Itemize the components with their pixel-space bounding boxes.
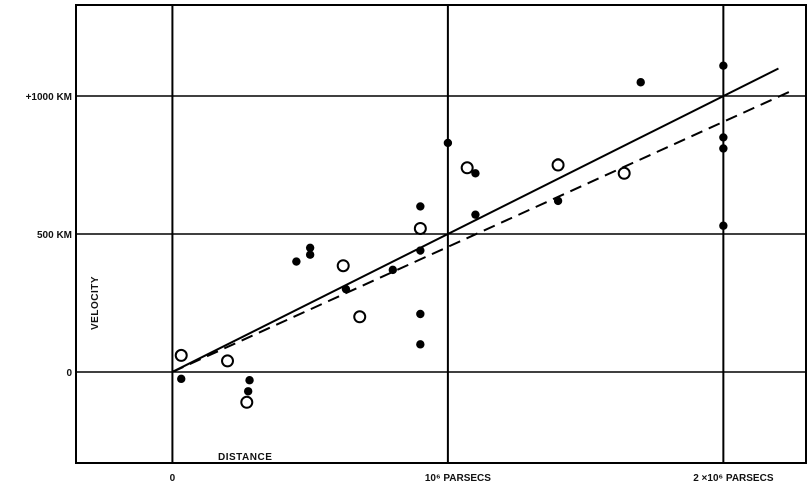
fit-line-dashed bbox=[172, 89, 793, 373]
y-tick-label: 500 KM bbox=[37, 230, 72, 241]
data-point-filled bbox=[243, 387, 253, 396]
data-point-filled bbox=[245, 376, 254, 385]
data-point-open bbox=[221, 354, 235, 368]
data-points bbox=[174, 61, 728, 409]
data-point-filled bbox=[443, 138, 453, 148]
plot-frame bbox=[75, 4, 807, 464]
data-point-filled bbox=[719, 61, 728, 70]
data-point-filled bbox=[305, 243, 315, 252]
data-point-filled bbox=[416, 246, 425, 255]
y-tick-label: 0 bbox=[66, 368, 72, 379]
data-point-open bbox=[551, 158, 565, 172]
data-point-filled bbox=[292, 257, 301, 266]
data-point-filled bbox=[636, 78, 645, 87]
data-point-filled bbox=[416, 340, 425, 349]
data-point-filled bbox=[719, 144, 728, 153]
data-point-filled bbox=[177, 374, 186, 384]
fit-line-solid bbox=[171, 67, 779, 373]
tick-labels: 0 10⁶ PARSECS 2 ×10⁶ PARSECS 0 500 KM +1000 K… bbox=[26, 92, 774, 484]
grid-lines bbox=[76, 5, 806, 463]
data-point-open bbox=[413, 221, 427, 235]
data-point-open bbox=[174, 348, 188, 362]
data-point-open bbox=[460, 161, 474, 175]
data-point-filled bbox=[416, 202, 425, 211]
y-axis-label: VELOCITY bbox=[90, 276, 101, 330]
data-point-filled bbox=[341, 284, 351, 294]
data-point-filled bbox=[719, 133, 728, 142]
data-point-open bbox=[336, 259, 350, 273]
data-point-open bbox=[353, 310, 367, 324]
x-axis-label: DISTANCE bbox=[218, 452, 272, 463]
data-point-filled bbox=[305, 250, 315, 259]
x-tick-label: 2 ×10⁶ PARSECS bbox=[693, 473, 774, 484]
data-point-open bbox=[240, 395, 254, 409]
data-point-open bbox=[617, 166, 631, 180]
y-tick-label: +1000 KM bbox=[26, 92, 72, 103]
data-point-filled bbox=[416, 309, 425, 319]
x-tick-label: 0 bbox=[170, 473, 176, 484]
x-tick-label: 10⁶ PARSECS bbox=[425, 473, 491, 484]
data-point-filled bbox=[719, 221, 728, 230]
data-point-filled bbox=[471, 169, 480, 178]
fit-lines bbox=[171, 67, 793, 373]
data-point-filled bbox=[388, 265, 397, 275]
data-point-filled bbox=[471, 210, 480, 219]
data-point-filled bbox=[553, 196, 563, 206]
